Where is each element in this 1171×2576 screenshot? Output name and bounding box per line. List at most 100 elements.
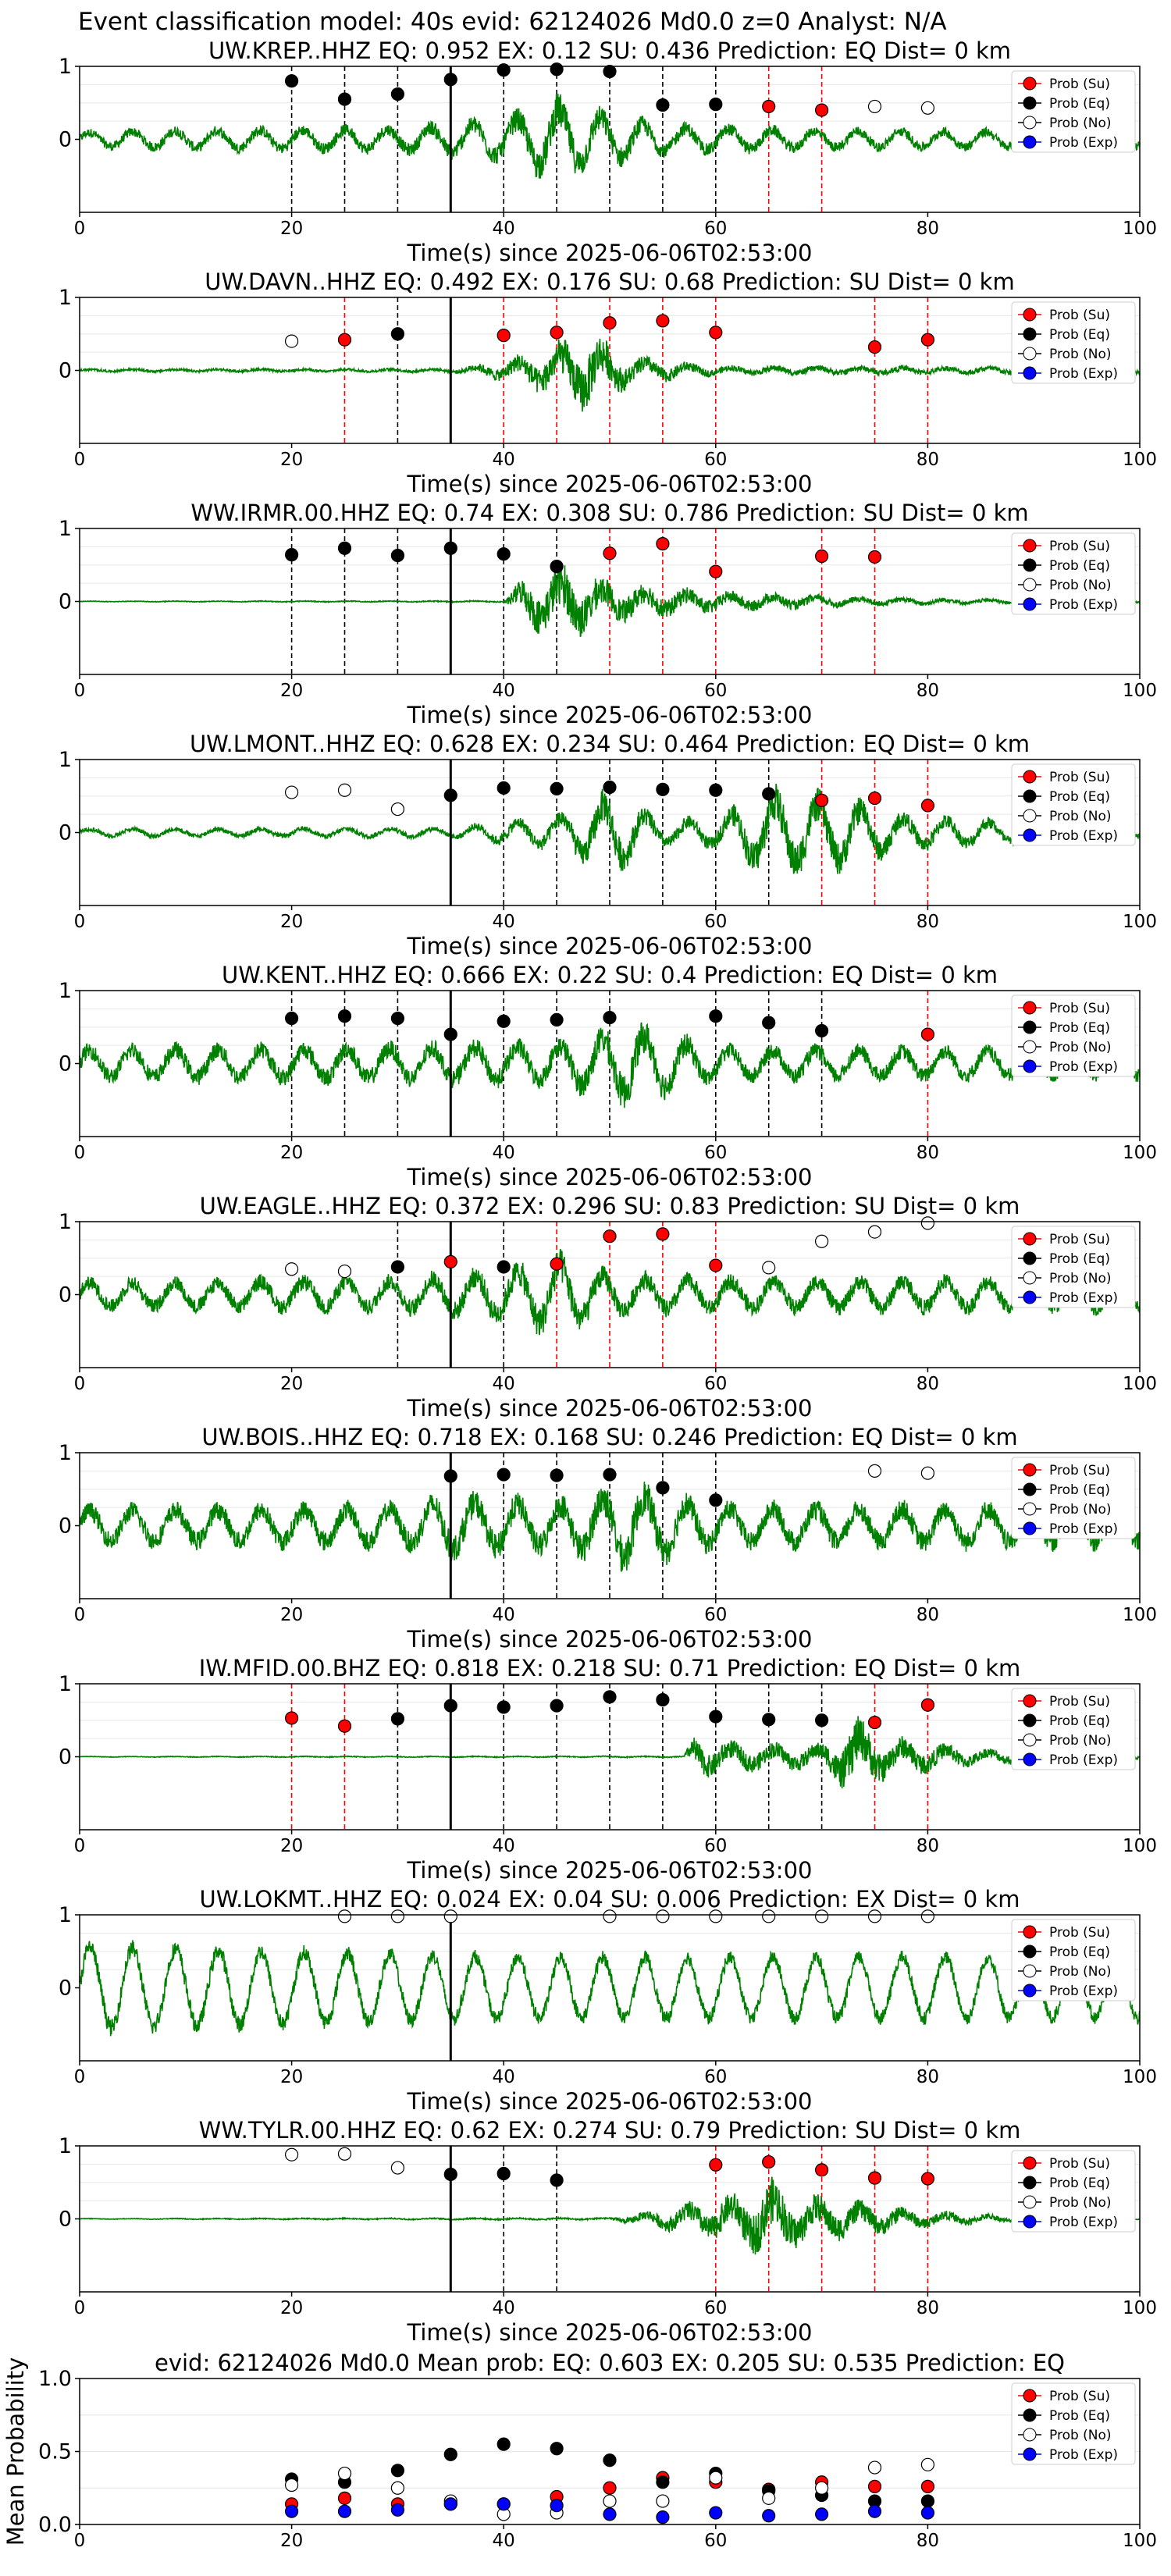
prob-marker-su-9 xyxy=(762,99,776,114)
panel-9: WW.TYLR.00.HHZ EQ: 0.62 EX: 0.274 SU: 0.… xyxy=(59,2117,1157,2346)
x-axis-label: Time(s) since 2025-06-06T02:53:00 xyxy=(407,702,813,728)
prob-marker-su-8 xyxy=(709,564,723,578)
legend-marker-su xyxy=(1023,1001,1037,1015)
prob-marker-eq-1 xyxy=(337,1009,352,1023)
prob-marker-no-9 xyxy=(762,1261,776,1275)
prob-marker-eq-5 xyxy=(550,1012,564,1027)
legend-marker-exp xyxy=(1023,135,1037,149)
prob-marker-su-6 xyxy=(656,314,670,328)
x-tick-label-0: 0 xyxy=(74,2298,86,2318)
y-tick-label-1: 0 xyxy=(59,1976,72,2001)
legend-0: Prob (Su) Prob (Eq) Prob (No) Prob (Exp) xyxy=(1011,70,1136,153)
prob-marker-eq-2 xyxy=(390,87,404,101)
legend-marker-no xyxy=(1023,116,1037,130)
prob-marker-no-3 xyxy=(603,1909,617,1923)
panel-2: WW.IRMR.00.HHZ EQ: 0.74 EX: 0.308 SU: 0.… xyxy=(59,500,1157,728)
prob-marker-eq-1 xyxy=(337,541,352,555)
mean-marker-exp-7 xyxy=(656,2510,670,2524)
prob-marker-eq-6 xyxy=(603,1010,617,1025)
x-tick-label-1: 20 xyxy=(280,219,303,239)
prob-marker-no-8 xyxy=(867,1909,882,1923)
legend-marker-no xyxy=(1023,1502,1037,1516)
prob-marker-su-7 xyxy=(709,326,723,340)
legend-marker-no xyxy=(1023,809,1037,823)
waveform-trace xyxy=(79,1022,1141,1108)
mean-marker-exp-10 xyxy=(814,2507,829,2521)
mean-marker-su-11 xyxy=(867,2479,882,2493)
prob-marker-eq-7 xyxy=(709,1009,723,1023)
legend-marker-exp xyxy=(1023,1752,1037,1767)
prob-marker-su-11 xyxy=(867,791,882,806)
prob-marker-eq-9 xyxy=(814,1023,829,1038)
y-tick-label-1: 0 xyxy=(59,359,72,383)
prob-marker-eq-2 xyxy=(390,1260,404,1274)
prob-marker-su-4 xyxy=(550,326,564,340)
x-tick-label-1: 20 xyxy=(280,912,303,932)
prob-marker-su-9 xyxy=(867,2171,882,2185)
prob-marker-eq-1 xyxy=(337,92,352,106)
legend-marker-su xyxy=(1023,1463,1037,1477)
prob-marker-no-0 xyxy=(285,785,299,799)
x-tick-label-2: 40 xyxy=(493,1143,515,1163)
y-tick-label-0: 1 xyxy=(59,286,72,310)
legend-label-exp: Prob (Exp) xyxy=(1049,2215,1118,2230)
mean-marker-su-1 xyxy=(337,2491,352,2505)
x-tick-label-0: 0 xyxy=(74,2531,86,2551)
prob-marker-su-7 xyxy=(762,2154,776,2169)
legend-label-su: Prob (Su) xyxy=(1049,2156,1110,2172)
legend-label-eq: Prob (Eq) xyxy=(1049,96,1110,112)
prob-marker-eq-4 xyxy=(497,1700,511,1714)
prob-marker-su-0 xyxy=(285,1711,299,1725)
panel-6: UW.BOIS..HHZ EQ: 0.718 EX: 0.168 SU: 0.2… xyxy=(59,1424,1157,1653)
legend-marker-exp xyxy=(1023,366,1037,380)
legend-label-su: Prob (Su) xyxy=(1049,1232,1110,1247)
legend-frame xyxy=(1011,2150,1136,2233)
y-tick-label-0: 1.0 xyxy=(38,2367,72,2391)
legend-marker-eq xyxy=(1023,1944,1037,1959)
legend-10: Prob (Su) Prob (Eq) Prob (No) Prob (Exp) xyxy=(1011,2382,1136,2465)
legend-label-no: Prob (No) xyxy=(1049,347,1112,362)
prob-marker-eq-2 xyxy=(390,548,404,563)
prob-marker-su-1 xyxy=(337,333,352,347)
x-tick-label-1: 20 xyxy=(280,1143,303,1163)
prob-marker-eq-5 xyxy=(550,62,564,76)
legend-label-exp: Prob (Exp) xyxy=(1049,2447,1118,2463)
legend-marker-su xyxy=(1023,539,1037,553)
prob-marker-eq-6 xyxy=(603,64,617,79)
panel-0: UW.KREP..HHZ EQ: 0.952 EX: 0.12 SU: 0.43… xyxy=(59,37,1157,266)
prob-marker-eq-8 xyxy=(709,98,723,112)
legend-label-no: Prob (No) xyxy=(1049,1502,1112,1517)
x-tick-label-0: 0 xyxy=(74,219,86,239)
waveform-trace xyxy=(79,1248,1141,1336)
prob-marker-su-10 xyxy=(867,550,882,564)
legend-label-exp: Prob (Exp) xyxy=(1049,828,1118,844)
prob-marker-su-10 xyxy=(814,103,829,117)
x-tick-label-4: 80 xyxy=(917,1374,939,1394)
legend-marker-exp xyxy=(1023,1290,1037,1304)
legend-marker-eq xyxy=(1023,96,1037,110)
y-tick-label-1: 0 xyxy=(59,1052,72,1076)
x-tick-label-4: 80 xyxy=(917,1836,939,1856)
legend-label-no: Prob (No) xyxy=(1049,116,1112,131)
prob-marker-eq-2 xyxy=(390,327,404,341)
legend-frame xyxy=(1011,1457,1136,1539)
prob-marker-su-8 xyxy=(709,1258,723,1272)
prob-marker-eq-0 xyxy=(443,1469,457,1483)
legend-label-no: Prob (No) xyxy=(1049,578,1112,593)
mean-marker-exp-0 xyxy=(285,2504,299,2518)
prob-marker-eq-4 xyxy=(497,2166,511,2181)
prob-marker-eq-2 xyxy=(390,1712,404,1726)
legend-9: Prob (Su) Prob (Eq) Prob (No) Prob (Exp) xyxy=(1011,2150,1136,2233)
legend-2: Prob (Su) Prob (Eq) Prob (No) Prob (Exp) xyxy=(1011,532,1136,615)
legend-label-exp: Prob (Exp) xyxy=(1049,1984,1118,1999)
mean-marker-no-2 xyxy=(390,2481,404,2495)
legend-frame xyxy=(1011,1226,1136,1308)
mean-marker-no-10 xyxy=(814,2481,829,2495)
y-tick-label-1: 0 xyxy=(59,128,72,152)
legend-marker-no xyxy=(1023,1040,1037,1054)
x-axis-label: Time(s) since 2025-06-06T02:53:00 xyxy=(407,2319,813,2346)
prob-marker-su-8 xyxy=(867,340,882,354)
prob-marker-eq-3 xyxy=(443,1027,457,1041)
legend-marker-no xyxy=(1023,578,1037,592)
mean-marker-no-0 xyxy=(285,2478,299,2492)
